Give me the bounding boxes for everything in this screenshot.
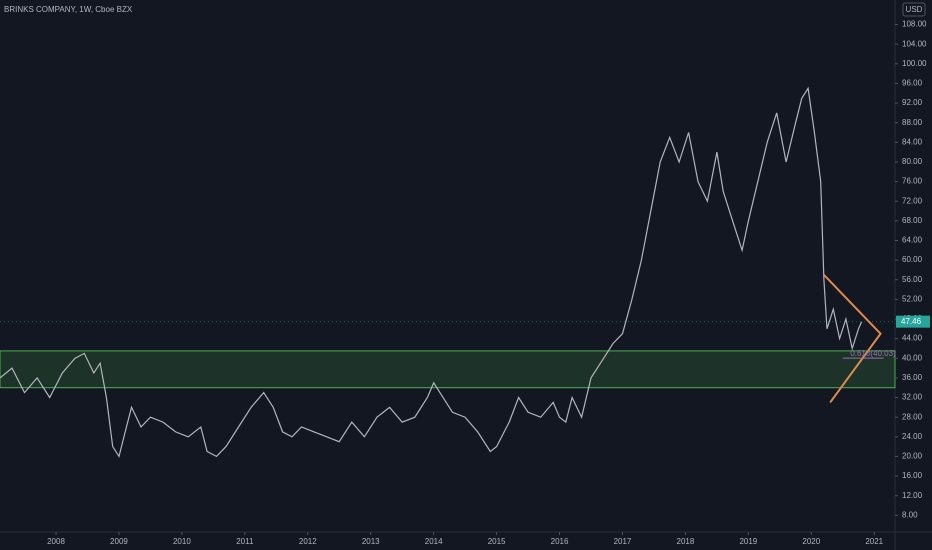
x-tick-label: 2011 xyxy=(236,537,254,546)
x-tick-label: 2020 xyxy=(802,537,820,546)
y-tick-label: 8.00 xyxy=(902,510,918,519)
y-tick-label: 44.00 xyxy=(902,334,923,343)
currency: USD xyxy=(906,5,923,14)
y-tick-label: 40.00 xyxy=(902,353,923,362)
y-tick-label: 24.00 xyxy=(902,432,923,441)
y-tick-label: 68.00 xyxy=(902,216,923,225)
chart-title: BRINKS COMPANY, 1W, Cboe BZX xyxy=(4,5,133,14)
y-tick-label: 96.00 xyxy=(902,79,923,88)
y-tick-label: 64.00 xyxy=(902,236,923,245)
y-tick-label: 80.00 xyxy=(902,157,923,166)
x-tick-label: 2013 xyxy=(362,537,380,546)
x-tick-label: 2012 xyxy=(299,537,317,546)
y-tick-label: 52.00 xyxy=(902,294,923,303)
x-tick-label: 2009 xyxy=(110,537,128,546)
y-tick-label: 36.00 xyxy=(902,373,923,382)
last-price-label: 47.46 xyxy=(901,317,922,326)
y-tick-label: 72.00 xyxy=(902,196,923,205)
y-tick-label: 88.00 xyxy=(902,118,923,127)
support-zone xyxy=(0,350,896,389)
x-tick-label: 2019 xyxy=(739,537,757,546)
y-tick-label: 16.00 xyxy=(902,471,923,480)
y-tick-label: 28.00 xyxy=(902,412,923,421)
currency-box xyxy=(902,2,926,17)
y-tick-label: 56.00 xyxy=(902,275,923,284)
triangle-drawing xyxy=(823,274,882,404)
y-tick-label: 108.00 xyxy=(902,20,927,29)
y-tick-label: 76.00 xyxy=(902,177,923,186)
x-tick-label: 2018 xyxy=(677,537,695,546)
x-tick-label: 2017 xyxy=(614,537,632,546)
x-tick-label: 2015 xyxy=(488,537,506,546)
x-tick-label: 2008 xyxy=(47,537,65,546)
x-tick-label: 2021 xyxy=(865,537,883,546)
y-tick-label: 20.00 xyxy=(902,452,923,461)
y-tick-label: 84.00 xyxy=(902,137,923,146)
y-tick-label: 12.00 xyxy=(902,491,923,500)
y-tick-label: 32.00 xyxy=(902,393,923,402)
x-tick-label: 2014 xyxy=(425,537,443,546)
y-tick-label: 92.00 xyxy=(902,98,923,107)
x-tick-label: 2010 xyxy=(173,537,191,546)
x-tick-label: 2016 xyxy=(551,537,569,546)
fib-label: 0.618(40.03) xyxy=(850,349,896,358)
y-tick-label: 60.00 xyxy=(902,255,923,264)
y-tick-label: 104.00 xyxy=(902,39,927,48)
last-price-tag xyxy=(896,315,930,328)
y-tick-label: 100.00 xyxy=(902,59,927,68)
price-line xyxy=(0,86,863,458)
